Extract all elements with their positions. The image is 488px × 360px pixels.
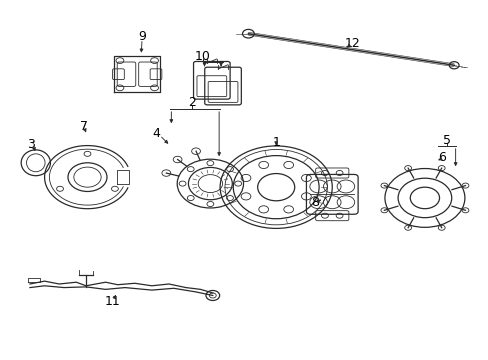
Text: 12: 12 xyxy=(344,37,360,50)
Text: 2: 2 xyxy=(187,96,195,109)
Text: 10: 10 xyxy=(195,50,210,63)
Text: 11: 11 xyxy=(105,295,121,308)
Text: 7: 7 xyxy=(80,120,87,133)
Text: 9: 9 xyxy=(138,30,146,43)
Text: 4: 4 xyxy=(152,127,161,140)
Text: 8: 8 xyxy=(310,196,319,209)
Text: 5: 5 xyxy=(442,134,450,147)
Text: 6: 6 xyxy=(437,151,445,164)
Text: 1: 1 xyxy=(272,136,280,149)
Text: 3: 3 xyxy=(27,138,35,151)
